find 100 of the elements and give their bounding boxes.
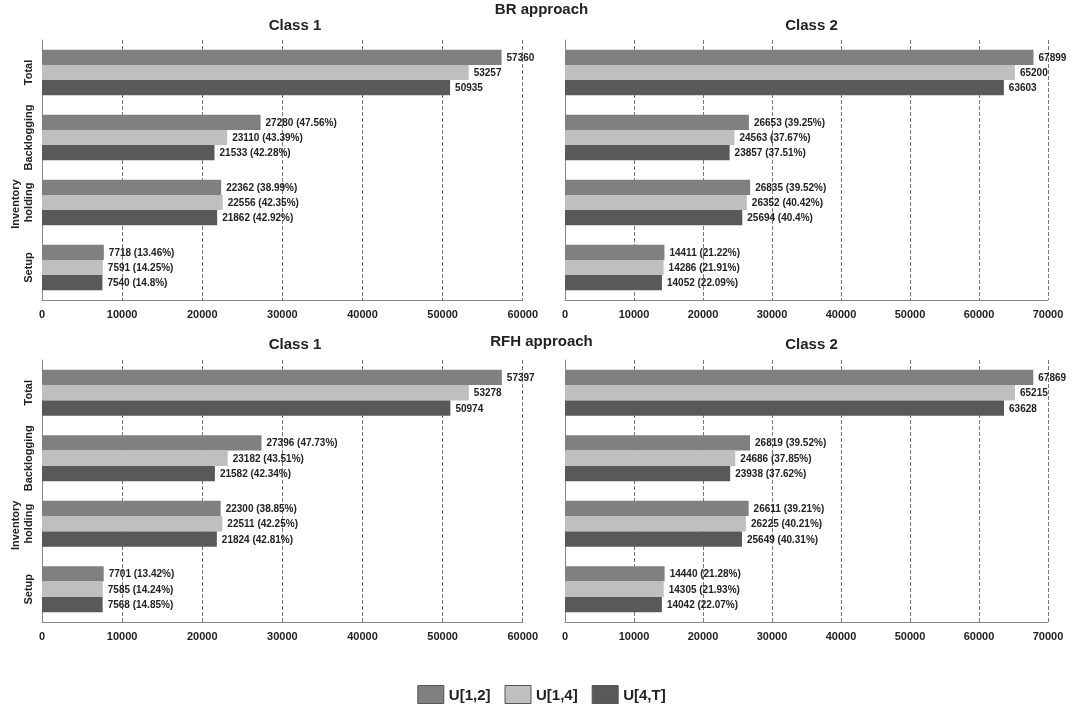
- data-label: 23857 (37.51%): [734, 147, 806, 159]
- data-label: 23182 (43.51%): [232, 452, 304, 464]
- data-label: 14305 (21.93%): [668, 583, 740, 595]
- x-tick-label: 10000: [618, 629, 650, 642]
- data-label: 21582 (42.34%): [219, 468, 292, 480]
- x-tick-label: 0: [38, 307, 46, 320]
- data-label: 65215: [1019, 387, 1049, 399]
- y-tick-label: Backlogging: [21, 104, 34, 171]
- x-tick-label: 40000: [347, 629, 378, 642]
- data-label: 14286 (21.91%): [668, 262, 740, 273]
- data-label: 22556 (42.35%): [227, 197, 299, 208]
- data-label: 26835 (39.52%): [755, 181, 827, 193]
- text: RFH approach: [490, 332, 593, 349]
- bar: [565, 516, 746, 532]
- x-tick-label: 10000: [106, 629, 138, 642]
- data-label: 7540 (14.8%): [107, 277, 168, 289]
- chart-title: Class 2: [785, 335, 838, 352]
- data-label: 21824 (42.81%): [221, 533, 294, 545]
- bar: [565, 581, 664, 597]
- data-label: 27280 (47.56%): [265, 116, 337, 128]
- y-tick-label: Inventory holding: [8, 176, 34, 229]
- x-tick-label: 20000: [687, 307, 719, 320]
- chart-title: Class 1: [268, 335, 322, 352]
- x-tick-label: 10000: [618, 307, 650, 320]
- data-label: 26352 (40.42%): [751, 197, 823, 208]
- chart-title: Class 1: [268, 16, 322, 33]
- y-tick-label: Setup: [21, 251, 34, 283]
- bar: [565, 194, 747, 211]
- data-label: 14042 (22.07%): [666, 599, 739, 611]
- data-label: 22362 (38.99%): [226, 181, 298, 193]
- data-label: 63603: [1008, 82, 1038, 94]
- x-tick-label: 50000: [894, 307, 926, 320]
- x-tick-label: 50000: [427, 629, 458, 642]
- x-tick-label: 20000: [687, 629, 719, 642]
- bar: [42, 145, 215, 161]
- data-label: 25649 (40.31%): [746, 533, 819, 545]
- y-tick-label: Total: [21, 380, 34, 406]
- data-label: 53257: [473, 67, 502, 78]
- bar: [42, 259, 103, 276]
- bar: [42, 129, 228, 146]
- data-label: 14052 (22.09%): [666, 277, 739, 289]
- bar: [565, 450, 736, 466]
- y-tick-label: Total: [21, 59, 34, 86]
- data-label: 7568 (14.85%): [107, 599, 174, 611]
- x-tick-label: 70000: [1032, 629, 1064, 642]
- x-tick-label: 30000: [756, 307, 788, 320]
- data-label: 57360: [506, 51, 535, 63]
- data-label: 27396 (47.73%): [266, 437, 338, 449]
- bar: [565, 385, 1015, 401]
- bar: [565, 145, 730, 161]
- x-tick-label: 30000: [267, 629, 298, 642]
- bar: [42, 64, 469, 81]
- x-tick-label: 40000: [347, 307, 378, 320]
- data-label: 50935: [455, 82, 484, 94]
- x-tick-label: 60000: [507, 629, 538, 642]
- legend-label: U[4,T]: [623, 686, 666, 703]
- bar: [565, 596, 662, 613]
- bar: [42, 194, 223, 211]
- x-tick-label: 20000: [186, 307, 218, 320]
- x-tick-label: 0: [561, 307, 569, 320]
- data-label: 24686 (37.85%): [740, 452, 812, 464]
- bar: [42, 210, 218, 226]
- bar: [565, 210, 743, 226]
- data-label: 14440 (21.28%): [669, 568, 741, 580]
- data-label: 7701 (13.42%): [108, 568, 175, 580]
- data-label: 53278: [473, 387, 503, 399]
- data-label: 26819 (39.52%): [755, 437, 827, 449]
- bar: [42, 80, 451, 96]
- data-label: 14411 (21.22%): [669, 246, 741, 258]
- bar: [565, 80, 1004, 96]
- data-label: 7718 (13.46%): [108, 246, 175, 258]
- bar: [565, 275, 662, 291]
- x-tick-label: 60000: [507, 307, 538, 320]
- bar: [42, 596, 103, 613]
- data-label: 7591 (14.25%): [107, 262, 174, 273]
- data-label: 57397: [506, 371, 536, 383]
- data-label: 63628: [1009, 402, 1038, 414]
- data-label: 26611 (39.21%): [753, 502, 825, 514]
- bar: [565, 259, 664, 276]
- text: BR approach: [493, 0, 590, 17]
- data-label: 26225 (40.21%): [750, 518, 823, 530]
- data-label: 7585 (14.24%): [107, 583, 174, 595]
- data-label: 21533 (42.28%): [219, 147, 291, 159]
- legend-label: U[1,4]: [536, 686, 578, 703]
- bar: [42, 581, 103, 597]
- x-tick-label: 70000: [1032, 307, 1064, 320]
- legend-label: U[1,2]: [448, 686, 491, 703]
- x-tick-label: 30000: [756, 629, 788, 642]
- data-label: 67899: [1038, 51, 1067, 63]
- data-label: 23938 (37.62%): [735, 468, 807, 480]
- bar: [565, 400, 1005, 416]
- bar: [42, 450, 228, 466]
- x-tick-label: 30000: [267, 307, 298, 320]
- data-label: 22511 (42.25%): [227, 518, 298, 530]
- x-tick-label: 50000: [427, 307, 458, 320]
- x-tick-label: 60000: [963, 307, 995, 320]
- bar: [42, 465, 215, 482]
- bar: [565, 465, 731, 482]
- x-tick-label: 40000: [825, 629, 857, 642]
- chart-title: Class 2: [785, 16, 838, 33]
